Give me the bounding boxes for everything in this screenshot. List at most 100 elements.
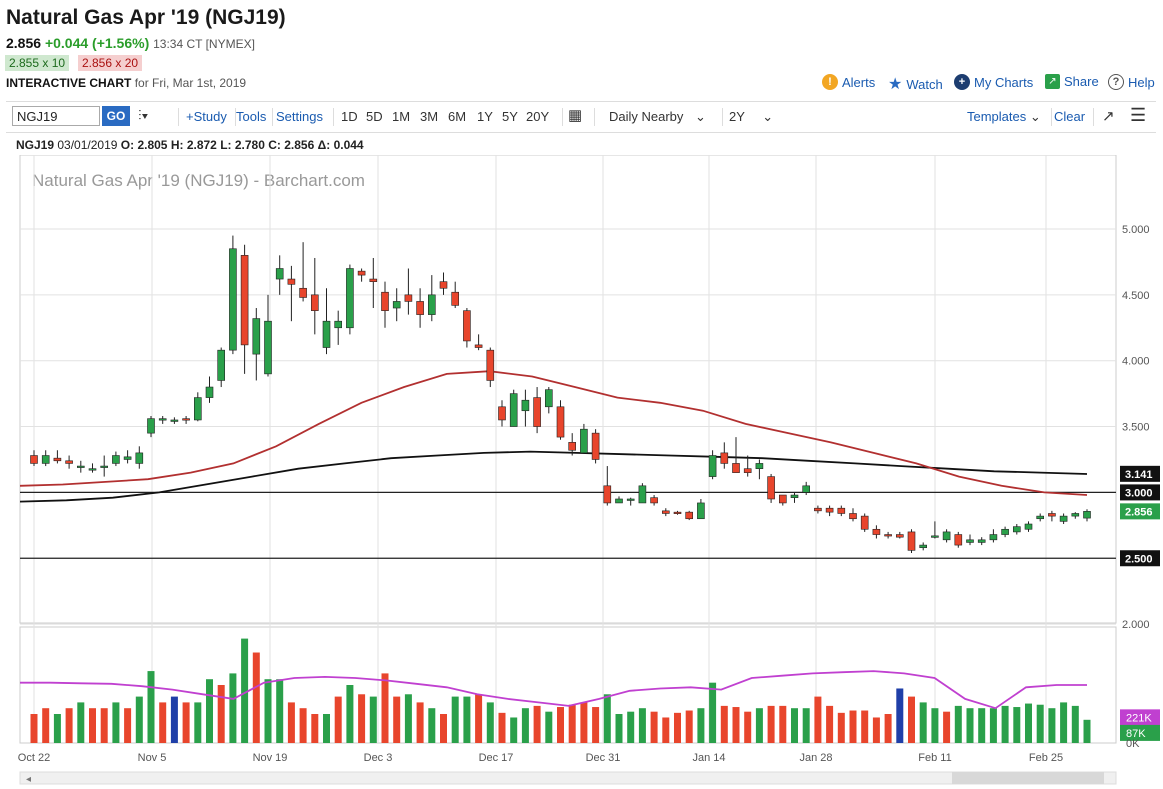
scrollbar-track	[19, 771, 1117, 785]
volume-bar	[1083, 719, 1091, 743]
range-3m[interactable]: 3M	[420, 109, 439, 124]
volume-bar	[159, 702, 167, 743]
ohlc-symbol: NGJ19	[16, 138, 55, 152]
range-20y[interactable]: 20Y	[526, 109, 550, 124]
candle-body	[837, 507, 846, 514]
alerts-link[interactable]: ! Alerts	[822, 74, 875, 90]
candle-body	[568, 442, 577, 451]
volume-ma-polyline	[20, 670, 1087, 710]
candle	[603, 466, 612, 506]
candle-body	[416, 301, 424, 315]
quote-line: 2.856 +0.044 (+1.56%) 13:34 CT [NYMEX]	[6, 35, 255, 51]
candle	[53, 450, 62, 464]
volume-bar	[194, 702, 202, 743]
ohlc-date: 03/01/2019	[57, 138, 118, 152]
tools-button[interactable]: Tools	[236, 109, 267, 124]
help-label: Help	[1128, 74, 1155, 90]
range-1m[interactable]: 1M	[392, 109, 411, 124]
candle	[112, 451, 120, 467]
mycharts-link[interactable]: + My Charts	[954, 74, 1033, 90]
candle-body	[217, 349, 225, 381]
candle	[860, 513, 869, 532]
x-axis: Oct 22 Nov 5 Nov 19 Dec 3 Dec 17 Dec 31 Jan 14…	[18, 752, 1063, 764]
expand-icon[interactable]: ↗	[1102, 108, 1115, 125]
price-panel-frame	[19, 155, 1117, 624]
volume-panel-frame	[19, 626, 1117, 744]
volume-axis-label: 87K	[1126, 728, 1146, 740]
symbol-input[interactable]: NGJ19	[12, 106, 100, 126]
chart-type-icon[interactable]: ⫶▾	[138, 107, 149, 123]
range-6m[interactable]: 6M	[448, 109, 467, 124]
volume-ma-line	[20, 670, 1087, 710]
volume-bar	[557, 707, 564, 743]
scrollbar-thumb	[952, 772, 1104, 784]
volume-bar	[638, 708, 646, 743]
price-chart[interactable]: Natural Gas Apr '19 (NGJ19) - Barchart.c…	[0, 155, 1163, 789]
candle	[1001, 526, 1009, 538]
range-5y[interactable]: 5Y	[502, 109, 518, 124]
volume-bar	[872, 717, 880, 743]
share-link[interactable]: ↗ Share	[1045, 74, 1099, 89]
volume-bar	[1001, 705, 1009, 743]
settings-button[interactable]: Settings	[276, 109, 323, 124]
candle-body	[1071, 513, 1080, 517]
candle-body	[1024, 523, 1033, 530]
volume-bar	[323, 714, 330, 743]
volume-bar	[440, 714, 447, 743]
menu-icon[interactable]: ☰	[1130, 105, 1147, 125]
plus-circle-icon: +	[954, 74, 970, 90]
volume-bar	[1013, 707, 1021, 743]
volume-bar	[287, 702, 295, 743]
ma-long-tag-bg	[1120, 465, 1160, 482]
calendar-icon[interactable]: ▦	[568, 107, 583, 124]
candle	[755, 459, 764, 480]
range-1d[interactable]: 1D	[341, 109, 358, 124]
candle	[170, 417, 179, 424]
candle-body	[498, 406, 506, 421]
candle	[661, 508, 670, 517]
study-button[interactable]: +Study	[186, 109, 227, 124]
volume-bar	[1071, 705, 1079, 743]
clear-button[interactable]: Clear	[1054, 109, 1086, 124]
volume-bar	[147, 671, 155, 743]
volume-bar	[1048, 708, 1056, 743]
volume-tag-bg	[1120, 724, 1160, 741]
candle-body	[88, 468, 97, 471]
watch-link[interactable]: ★ Watch	[888, 74, 943, 94]
candle	[720, 442, 729, 469]
candle-body	[474, 344, 483, 348]
candle	[100, 455, 108, 477]
volume-bar	[369, 696, 377, 743]
chart-scrollbar[interactable]: ◂	[19, 771, 1117, 785]
volume-bar	[837, 712, 845, 743]
span-select[interactable]: 2Y ⌄	[729, 109, 773, 125]
volume-bar	[217, 685, 225, 743]
candle	[474, 334, 483, 351]
volume-bar	[77, 702, 85, 743]
candle	[615, 496, 623, 504]
candle	[521, 389, 530, 427]
help-link[interactable]: ? Help	[1108, 74, 1155, 90]
candle-body	[755, 463, 764, 469]
candle-body	[509, 393, 518, 427]
volume-bar	[1036, 704, 1044, 743]
horizontal-lines	[20, 491, 1116, 559]
candle-body	[252, 318, 261, 355]
range-1y[interactable]: 1Y	[477, 109, 493, 124]
templates-select[interactable]: Templates ⌄	[967, 109, 1041, 125]
candle-body	[299, 287, 307, 298]
candle-body	[369, 278, 378, 282]
candle	[463, 308, 471, 348]
candle	[778, 494, 787, 506]
candle-body	[825, 507, 834, 513]
period-select[interactable]: Daily Nearby ⌄	[609, 109, 706, 125]
volume-bar	[767, 705, 775, 743]
go-button[interactable]: GO	[102, 106, 130, 126]
candle-body	[849, 513, 857, 520]
candle-body	[591, 432, 600, 460]
candle	[322, 288, 331, 355]
candle-body	[240, 255, 249, 346]
candle-body	[1059, 515, 1068, 522]
candle-body	[1048, 513, 1056, 517]
range-5d[interactable]: 5D	[366, 109, 383, 124]
